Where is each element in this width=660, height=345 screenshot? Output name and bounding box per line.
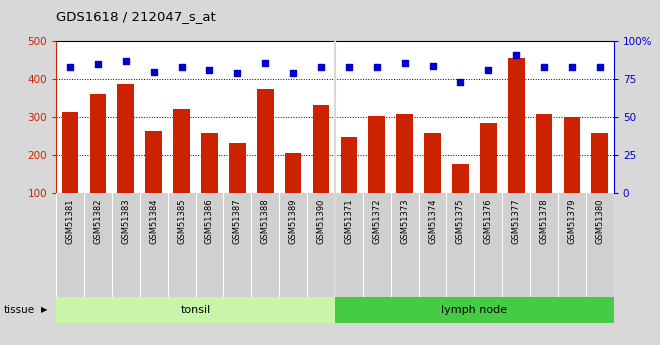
Text: GSM51380: GSM51380 bbox=[595, 198, 605, 244]
Point bbox=[455, 80, 466, 85]
Bar bbox=[117, 84, 134, 193]
Point bbox=[427, 63, 438, 68]
Bar bbox=[452, 164, 469, 193]
Bar bbox=[341, 137, 357, 193]
Bar bbox=[335, 297, 614, 323]
Text: GSM51382: GSM51382 bbox=[94, 198, 102, 244]
Point bbox=[260, 60, 271, 66]
Point bbox=[121, 58, 131, 64]
Point bbox=[92, 61, 103, 67]
Bar bbox=[201, 133, 218, 193]
Point bbox=[176, 65, 187, 70]
Text: GSM51387: GSM51387 bbox=[233, 198, 242, 244]
Text: GSM51381: GSM51381 bbox=[65, 198, 75, 244]
Point bbox=[539, 65, 549, 70]
Bar bbox=[313, 105, 329, 193]
Point bbox=[399, 60, 410, 66]
Bar bbox=[229, 143, 246, 193]
Text: GSM51390: GSM51390 bbox=[317, 198, 325, 244]
Text: tonsil: tonsil bbox=[180, 305, 211, 315]
Bar bbox=[536, 114, 552, 193]
Bar bbox=[368, 116, 385, 193]
Point bbox=[65, 65, 75, 70]
Text: GSM51389: GSM51389 bbox=[288, 198, 298, 244]
Text: GSM51388: GSM51388 bbox=[261, 198, 270, 244]
Text: GSM51383: GSM51383 bbox=[121, 198, 130, 244]
Bar bbox=[90, 94, 106, 193]
Point bbox=[204, 68, 214, 73]
Bar bbox=[591, 133, 609, 193]
Bar bbox=[61, 111, 79, 193]
Bar bbox=[257, 89, 274, 193]
Bar bbox=[424, 133, 441, 193]
Text: GSM51386: GSM51386 bbox=[205, 198, 214, 244]
Bar bbox=[564, 117, 580, 193]
Point bbox=[232, 70, 243, 76]
Bar bbox=[145, 130, 162, 193]
Bar bbox=[508, 58, 525, 193]
Text: GSM51384: GSM51384 bbox=[149, 198, 158, 244]
Text: GSM51373: GSM51373 bbox=[400, 198, 409, 244]
Text: GSM51374: GSM51374 bbox=[428, 198, 437, 244]
Point bbox=[372, 65, 382, 70]
Text: GSM51371: GSM51371 bbox=[345, 198, 353, 244]
Point bbox=[595, 65, 605, 70]
Point bbox=[483, 68, 494, 73]
Point bbox=[344, 65, 354, 70]
Point bbox=[315, 65, 326, 70]
Text: GDS1618 / 212047_s_at: GDS1618 / 212047_s_at bbox=[56, 10, 216, 23]
Text: tissue: tissue bbox=[3, 305, 34, 315]
Bar bbox=[480, 123, 497, 193]
Bar bbox=[396, 114, 413, 193]
Text: GSM51385: GSM51385 bbox=[177, 198, 186, 244]
Point bbox=[511, 52, 521, 58]
Point bbox=[148, 69, 159, 75]
Bar bbox=[173, 109, 190, 193]
Text: GSM51376: GSM51376 bbox=[484, 198, 493, 244]
Text: GSM51377: GSM51377 bbox=[512, 198, 521, 244]
Bar bbox=[284, 152, 302, 193]
Text: ▶: ▶ bbox=[41, 305, 48, 314]
Text: GSM51379: GSM51379 bbox=[568, 198, 576, 244]
Text: GSM51378: GSM51378 bbox=[540, 198, 548, 244]
Text: lymph node: lymph node bbox=[442, 305, 508, 315]
Point bbox=[288, 70, 298, 76]
Text: GSM51375: GSM51375 bbox=[456, 198, 465, 244]
Text: GSM51372: GSM51372 bbox=[372, 198, 381, 244]
Point bbox=[567, 65, 578, 70]
Bar bbox=[56, 297, 335, 323]
